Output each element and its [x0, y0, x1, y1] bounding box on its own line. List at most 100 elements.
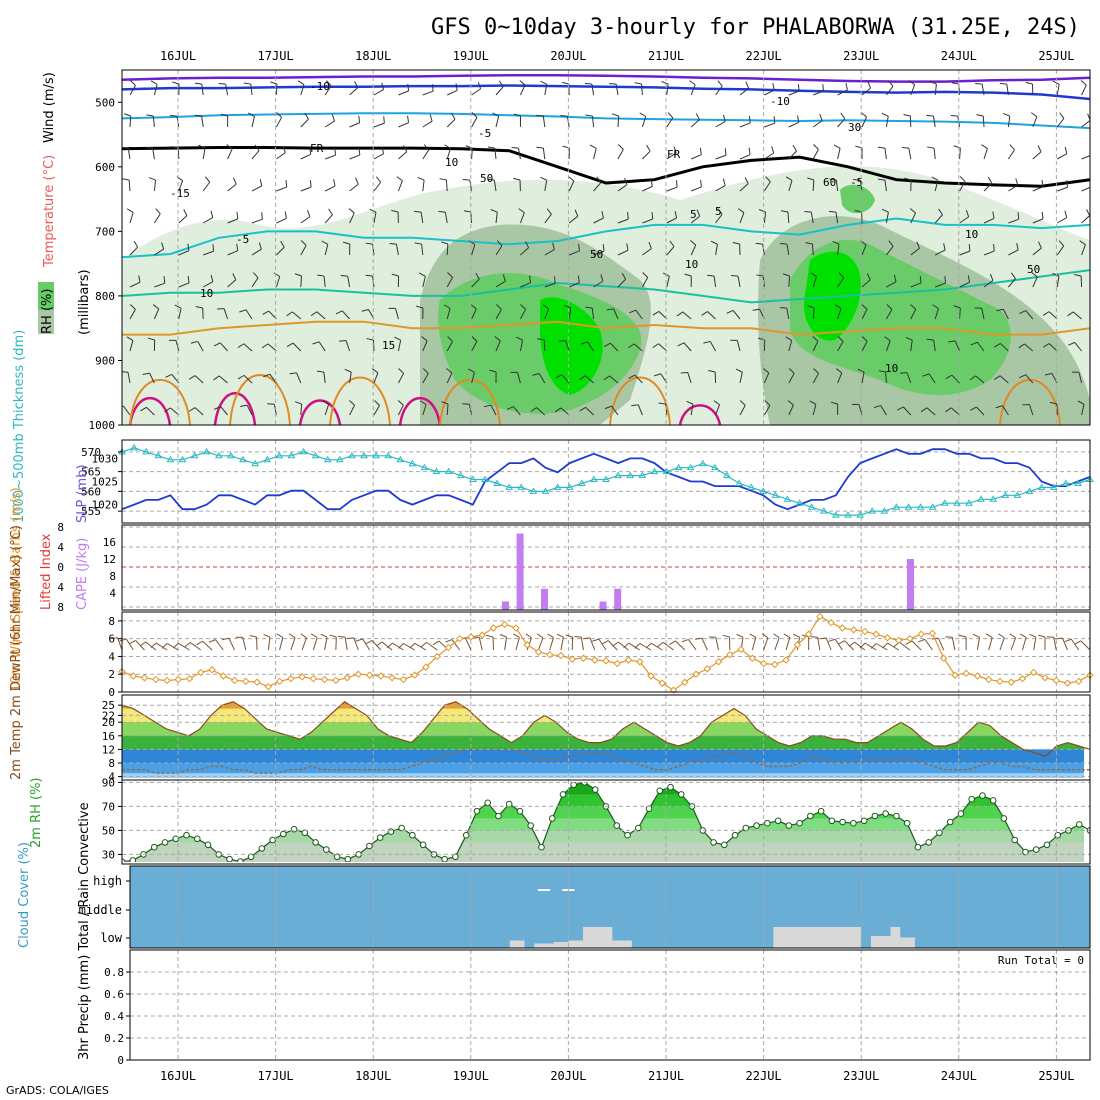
upper-wind-barb — [422, 276, 426, 288]
upper-wind-barb — [154, 282, 165, 288]
upper-wind-barb — [976, 406, 985, 416]
wind-speed-point — [275, 677, 284, 686]
upper-wind-barb — [447, 272, 453, 278]
thickness-label: 1000~500mb Thickness (dm) — [12, 330, 27, 523]
wind-barb-10m — [215, 639, 224, 651]
upper-wind-barb — [1077, 400, 1085, 405]
upper-wind-barb — [1038, 241, 1042, 249]
bottom-date-label: 17JUL — [258, 1069, 294, 1083]
upper-wind-barb — [709, 341, 717, 352]
upper-wind-barb — [227, 218, 238, 224]
thickness-point — [638, 471, 647, 479]
upper-wind-barb — [853, 179, 861, 181]
upper-wind-barb — [544, 249, 555, 256]
wind-speed-point — [320, 675, 329, 684]
ylabel-temperature-2m: 2m Temp 2m DewPt (6hr Min/Max) (°C) — [9, 525, 24, 780]
upper-wind-barb — [227, 183, 237, 192]
upper-wind-barb — [995, 405, 1003, 409]
top-date-label: 24JUL — [941, 49, 977, 63]
wind-barb-10m — [844, 640, 854, 651]
upper-wind-barb — [462, 178, 470, 181]
upper-wind-barb — [833, 144, 841, 149]
upper-wind-barb — [471, 88, 481, 96]
upper-wind-barb — [201, 116, 204, 128]
upper-wind-barb — [502, 274, 506, 282]
wind-barb-10m — [722, 634, 730, 638]
upper-wind-barb — [542, 116, 546, 128]
upper-wind-barb — [812, 340, 819, 352]
wind-barb-10m — [1074, 640, 1082, 645]
tick-label: 1000 — [89, 419, 116, 432]
upper-wind-barb — [1041, 179, 1044, 187]
wind-barb-10m — [580, 637, 584, 651]
upper-wind-barb — [127, 148, 131, 160]
wind-barb-10m — [290, 637, 296, 651]
thickness-point — [408, 459, 417, 467]
upper-wind-barb — [1024, 343, 1034, 352]
thickness-point — [674, 463, 683, 471]
upper-wind-barb — [809, 400, 817, 405]
upper-wind-barb — [652, 310, 660, 316]
upper-wind-barb — [495, 309, 502, 320]
upper-wind-barb — [373, 122, 385, 128]
upper-wind-barb — [270, 81, 278, 85]
wind-barb-10m — [601, 640, 609, 645]
wind-barb-10m — [310, 633, 318, 638]
upper-wind-barb — [300, 275, 303, 288]
temperature-contours — [122, 73, 1090, 425]
upper-wind-barb — [748, 147, 751, 155]
upper-wind-barb — [926, 407, 936, 416]
upper-wind-barb — [155, 208, 161, 215]
wind-speed-point — [163, 676, 171, 685]
rh-point — [925, 839, 932, 846]
tick-label: 4 — [108, 650, 115, 663]
upper-wind-barb — [934, 180, 939, 192]
wind-grid — [122, 612, 1090, 692]
cape-tick-label: 16 — [103, 536, 116, 549]
upper-wind-barb — [1000, 343, 1009, 352]
wind-barb-10m — [1021, 637, 1027, 651]
upper-wind-barb — [237, 343, 245, 349]
rh-point — [323, 846, 330, 853]
cape-tick-label: 8 — [109, 570, 116, 583]
contour-label: 15 — [382, 339, 395, 352]
upper-wind-barb — [726, 309, 734, 314]
upper-wind-barb — [422, 368, 429, 374]
upper-wind-barb — [251, 218, 263, 224]
wind-barb-10m — [155, 642, 168, 651]
upper-wind-barb — [129, 212, 134, 224]
wind-barb-10m — [834, 638, 843, 651]
wind-barb-10m — [911, 640, 922, 651]
upper-wind-barb — [441, 241, 449, 245]
upper-wind-barb — [950, 114, 958, 117]
upper-wind-barb — [439, 178, 447, 181]
upper-wind-barb — [701, 311, 708, 316]
upper-wind-barb — [568, 215, 579, 224]
upper-wind-barb — [358, 115, 361, 123]
low-cloud-block — [534, 943, 554, 948]
contour-label: -15 — [170, 187, 190, 200]
upper-wind-barb — [878, 370, 886, 373]
upper-wind-barb — [994, 343, 1001, 348]
upper-wind-barb — [129, 115, 132, 128]
upper-wind-barb — [617, 144, 624, 150]
upper-wind-barb — [358, 147, 361, 156]
thickness-point — [1037, 483, 1046, 490]
wind-barb-10m — [817, 637, 821, 651]
cape-bar — [907, 559, 914, 610]
rh-point — [968, 795, 975, 803]
upper-wind-barb — [788, 368, 795, 374]
wind-speed-point — [1052, 676, 1060, 685]
upper-wind-barb — [520, 282, 531, 288]
wind-barb-10m — [549, 637, 554, 651]
precip-grid — [130, 950, 1090, 1060]
upper-wind-barb — [1044, 372, 1053, 376]
upper-wind-barb — [621, 272, 627, 280]
wind-speed-point — [816, 612, 824, 621]
upper-wind-barb — [174, 304, 182, 309]
wind-barb-10m — [324, 637, 328, 651]
upper-wind-barb — [150, 80, 158, 85]
upper-wind-barb — [633, 343, 643, 352]
thickness-point — [977, 495, 985, 502]
upper-wind-barb — [934, 308, 939, 320]
